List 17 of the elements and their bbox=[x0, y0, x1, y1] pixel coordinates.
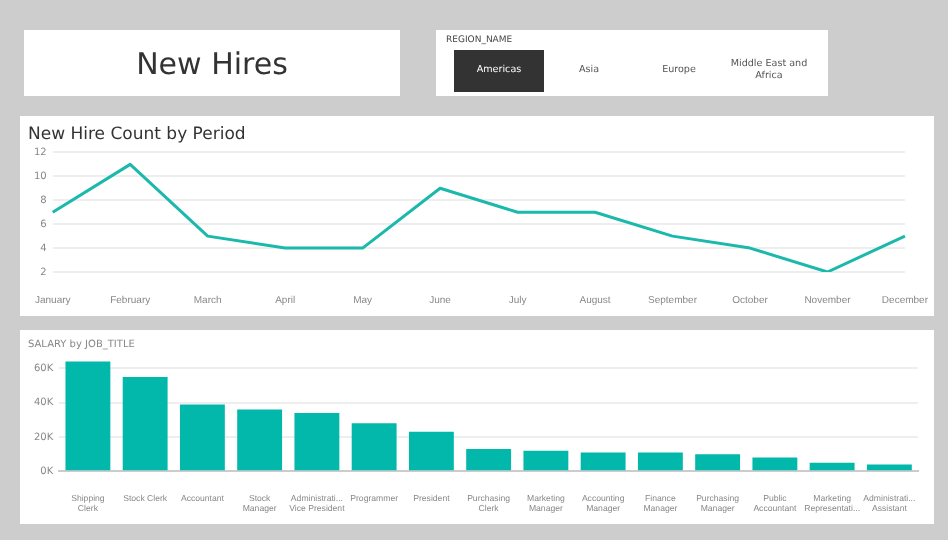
bar bbox=[466, 449, 512, 471]
bar bbox=[237, 409, 283, 471]
bar bbox=[179, 404, 225, 471]
bar bbox=[809, 462, 855, 471]
text: New Hires bbox=[136, 45, 288, 81]
bar bbox=[523, 450, 569, 471]
bar bbox=[637, 452, 683, 471]
chart-title: New Hire Count by Period bbox=[28, 124, 246, 145]
bar bbox=[752, 457, 798, 471]
bar bbox=[294, 412, 340, 471]
bar bbox=[580, 452, 626, 471]
bar bbox=[65, 361, 111, 471]
bar bbox=[351, 423, 397, 471]
bar bbox=[408, 431, 454, 471]
bar bbox=[122, 376, 168, 471]
bar bbox=[866, 464, 912, 471]
bar bbox=[695, 454, 741, 471]
